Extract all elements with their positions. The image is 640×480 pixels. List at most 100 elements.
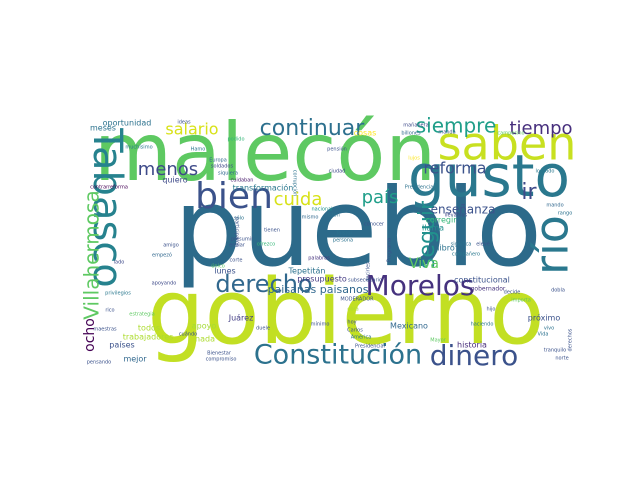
word-tolstoi: Tolstoi: [335, 231, 352, 237]
word-rico: rico: [105, 308, 114, 314]
word-transformacion: transformación: [233, 183, 294, 193]
word-pensando: pensando: [87, 360, 112, 366]
word-meses: meses: [90, 124, 116, 133]
word-proximo: próximo: [528, 313, 561, 323]
word-corte: corte: [230, 258, 243, 264]
word-rango: rango: [558, 211, 573, 217]
word-mayor: Mayor: [430, 338, 446, 344]
word-maestras: maestras: [93, 327, 117, 333]
word-obra: obra: [347, 307, 358, 313]
word-companero: compañero: [452, 252, 480, 258]
word-trabajadores: trabajadores: [123, 333, 174, 342]
word-pueblo: pueblo: [174, 166, 542, 291]
word-campesino: campesino: [497, 131, 524, 137]
word-decide: decide: [504, 290, 521, 296]
word-pais: país: [362, 187, 399, 208]
word-moderador: MODERADOR: [340, 297, 374, 303]
word-mananera: mañanera: [403, 123, 429, 129]
word-nada: nada: [195, 335, 215, 344]
word-malecon: malecón: [94, 106, 436, 199]
word-cuida: cuida: [274, 189, 323, 210]
word-muchisimo: muchísimo: [125, 144, 152, 151]
word-salario: salario: [165, 120, 218, 139]
word-ciudad: ciudad: [329, 169, 346, 175]
word-eleve: elevé: [476, 241, 490, 248]
word-tienen: tienen: [264, 228, 280, 234]
word-llevamos: llevamos: [445, 213, 468, 219]
word-paises: países: [109, 341, 134, 350]
word-derechos: derechos: [568, 328, 574, 351]
word-bienestar: Bienestar: [207, 351, 232, 357]
word-persona: persona: [333, 238, 353, 244]
word-hoy: hoy: [347, 320, 356, 326]
word-mismo: mismo: [302, 215, 319, 221]
word-subsecretario: subsecretario: [348, 278, 382, 284]
word-vida: Vida: [538, 332, 549, 338]
word-constitucion: Constitución: [254, 340, 422, 371]
word-tranquilo: tranquilo: [544, 348, 566, 354]
word-solo: sólo: [234, 215, 244, 222]
word-hamo: Hamo: [191, 147, 206, 153]
word-quiero: quiero: [162, 176, 187, 185]
word-manda: manda: [438, 130, 455, 136]
word-todos: todos: [138, 324, 160, 333]
word-continuar: continuar: [260, 116, 366, 141]
word-gobernador: gobernador: [471, 286, 506, 293]
word-gobierno: gobierno: [147, 260, 544, 365]
word-apoyo: apoyo: [192, 322, 217, 331]
word-presumir: presumir: [231, 237, 254, 243]
word-norte: norte: [555, 356, 568, 362]
word-reforma: reforma: [423, 159, 486, 178]
word-rio: río: [525, 215, 579, 275]
word-mexicano: Mexicano: [390, 322, 428, 331]
word-presidencia: Presidencia: [405, 185, 434, 191]
word-ocho: ocho: [82, 318, 98, 352]
word-privilegios: privilegios: [105, 291, 131, 297]
word-oportunidad: oportunidad: [103, 119, 152, 128]
word-dinero: dinero: [430, 339, 519, 372]
word-bien: bien: [195, 176, 273, 217]
word-pension: pensión: [327, 146, 347, 153]
word-ir: ir: [521, 180, 537, 205]
word-america: América: [351, 334, 372, 341]
word-palabras: palabras: [308, 256, 330, 262]
word-decirles: decirles: [366, 262, 372, 282]
word-minimo: mínimo: [311, 321, 330, 328]
word-mejor: mejor: [123, 355, 147, 364]
word-duele: duele: [256, 326, 270, 332]
word-paisanas-paisanos: paisanas paisanos: [268, 283, 369, 296]
word-tiempo: tiempo: [509, 118, 572, 139]
word-lunes: lunes: [214, 267, 235, 276]
word-significa: significa: [451, 242, 472, 248]
word-liston: listón: [326, 212, 340, 219]
word-carlos: Carlos: [347, 328, 363, 334]
word-conocer: conocer: [364, 222, 385, 228]
word-gusto: gusto: [408, 142, 570, 210]
word-vivo: vivo: [544, 326, 554, 332]
word-corregir: corregir: [425, 216, 457, 225]
word-participaron: participaron: [234, 217, 240, 247]
word-historia: historia: [457, 341, 487, 350]
word-presupuesto: presupuesto: [297, 275, 347, 284]
word-europa: Europa: [209, 158, 227, 164]
word-seguir: seguir: [415, 200, 440, 269]
word-ofrezco: ofrezco: [257, 242, 275, 248]
word-ideas: ideas: [177, 120, 191, 126]
word-estrategia: estrategia: [129, 312, 154, 318]
word-haciendo: haciendo: [471, 322, 494, 328]
word-compromiso: compromiso: [206, 357, 237, 363]
word-lado: lado: [114, 260, 125, 266]
word-podido: podido: [227, 137, 244, 143]
word-presidencial: Presidencial: [355, 344, 385, 350]
word-villahermosa: Villahermosa: [80, 190, 104, 319]
word-enviar: enviar: [229, 243, 246, 249]
word-apoyando: apoyando: [152, 281, 177, 287]
word-saben: saben: [438, 117, 577, 171]
word-siempre: siempre: [416, 114, 497, 138]
word-libro: libro: [437, 244, 455, 253]
word-billones: billones: [401, 131, 421, 137]
word-corrupcion: corrupción: [292, 170, 299, 197]
